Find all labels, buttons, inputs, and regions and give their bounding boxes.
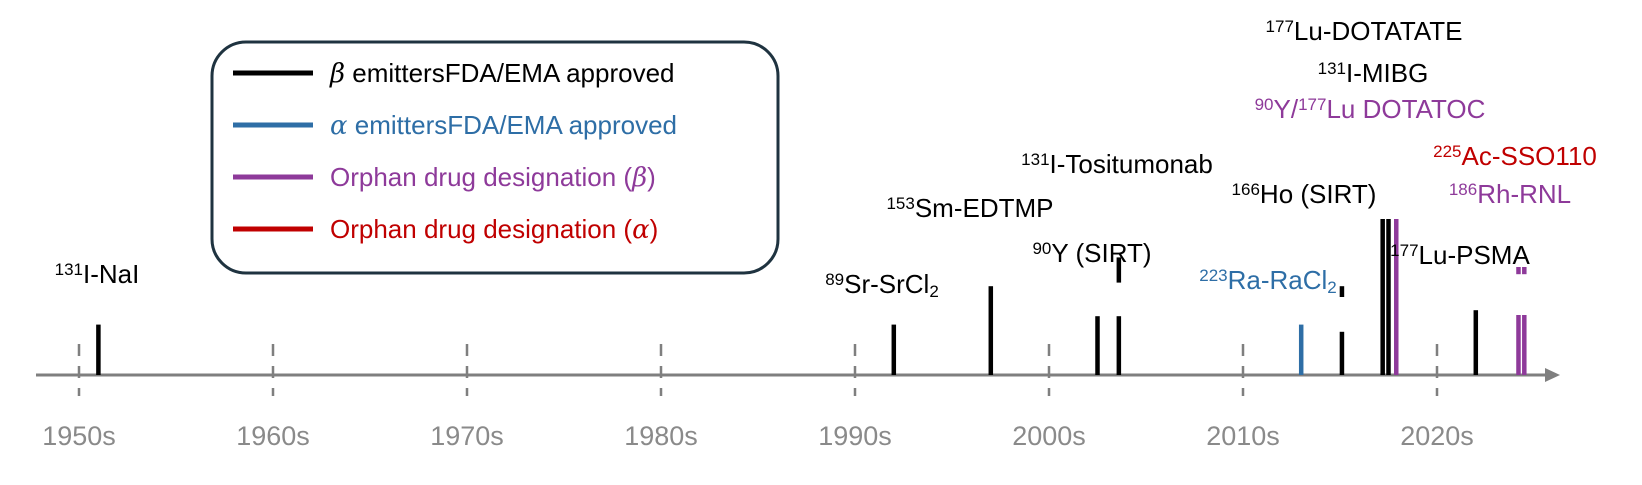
bar-i131-mibg [1386, 219, 1391, 375]
label-i131-nai: 131I-NaI [55, 259, 140, 289]
bar-y90-sirt-a [1095, 316, 1100, 375]
legend-box [210, 40, 780, 275]
bar-rh186-a [1516, 267, 1521, 275]
decade-ticks [77, 344, 1439, 396]
label-sm153: 153Sm-EDTMP [886, 193, 1053, 223]
decade-label: 1980s [624, 421, 698, 451]
bar-y90-sirt-b [1116, 316, 1122, 375]
bar-ac225-a [1516, 315, 1521, 375]
bar-i131-nai [96, 324, 101, 375]
decade-labels: 1950s 1960s 1970s 1980s 1990s 2000s 2010s 2020s [42, 421, 1474, 451]
bar-ra223 [1298, 324, 1304, 375]
bar-sr89 [891, 324, 897, 375]
label-rh186-b: 186Rh-RNL [1449, 179, 1571, 209]
label-y90-lu177-dotatoc: 90Y/177Lu DOTATOC [1255, 94, 1486, 124]
decade-label: 2000s [1012, 421, 1086, 451]
decade-label: 2020s [1400, 421, 1474, 451]
bar-ac225-b [1522, 315, 1527, 375]
decade-label: 1970s [430, 421, 504, 451]
bar-rh186-b [1522, 267, 1527, 275]
label-sr89: 89Sr-SrCl2 [825, 269, 939, 301]
label-y90-sirt-b: 90Y (SIRT) [1032, 238, 1151, 268]
axis-arrow-head [1545, 368, 1560, 382]
label-ac225-sso110: 225Ac-SSO110 [1433, 141, 1597, 171]
label-ho166-b: 166Ho (SIRT) [1232, 179, 1377, 209]
bar-i131-tositumomab [1116, 257, 1122, 283]
label-i131-tositumomab: 131I-Tositumonab [1021, 149, 1213, 179]
legend-label-orphan-alpha: Orphan drug designation (α) [330, 214, 658, 245]
label-i131-mibg: 131I-MIBG [1318, 58, 1429, 88]
decade-label: 1950s [42, 421, 116, 451]
label-ra223: 223Ra-RaCl2 [1199, 265, 1337, 297]
decade-label: 1960s [236, 421, 310, 451]
decade-label: 2010s [1206, 421, 1280, 451]
bar-lu177-psma [1473, 310, 1479, 375]
bar-lu177-dotatate [1380, 219, 1385, 375]
legend-label-beta-approved: β emittersFDA/EMA approved [329, 58, 675, 89]
decade-label: 1990s [818, 421, 892, 451]
event-bars [96, 219, 1527, 375]
bar-y90-lu177-dotatoc [1394, 219, 1399, 375]
legend: β emittersFDA/EMA approved α emittersFDA/… [210, 40, 780, 275]
bar-ho166-b [1339, 286, 1345, 297]
label-lu177-psma: 177Lu-PSMA [1390, 240, 1530, 270]
event-labels: 131I-NaI 89Sr-SrCl2 153Sm-EDTMP 90Y (SIRT) 1… [55, 16, 1597, 301]
bar-ho166-a [1339, 331, 1345, 375]
legend-label-orphan-beta: Orphan drug designation (β) [330, 162, 656, 193]
label-lu177-dotatate: 177Lu-DOTATATE [1266, 16, 1463, 46]
bar-sm153 [988, 286, 994, 375]
legend-label-alpha-approved: α emittersFDA/EMA approved [330, 110, 677, 141]
